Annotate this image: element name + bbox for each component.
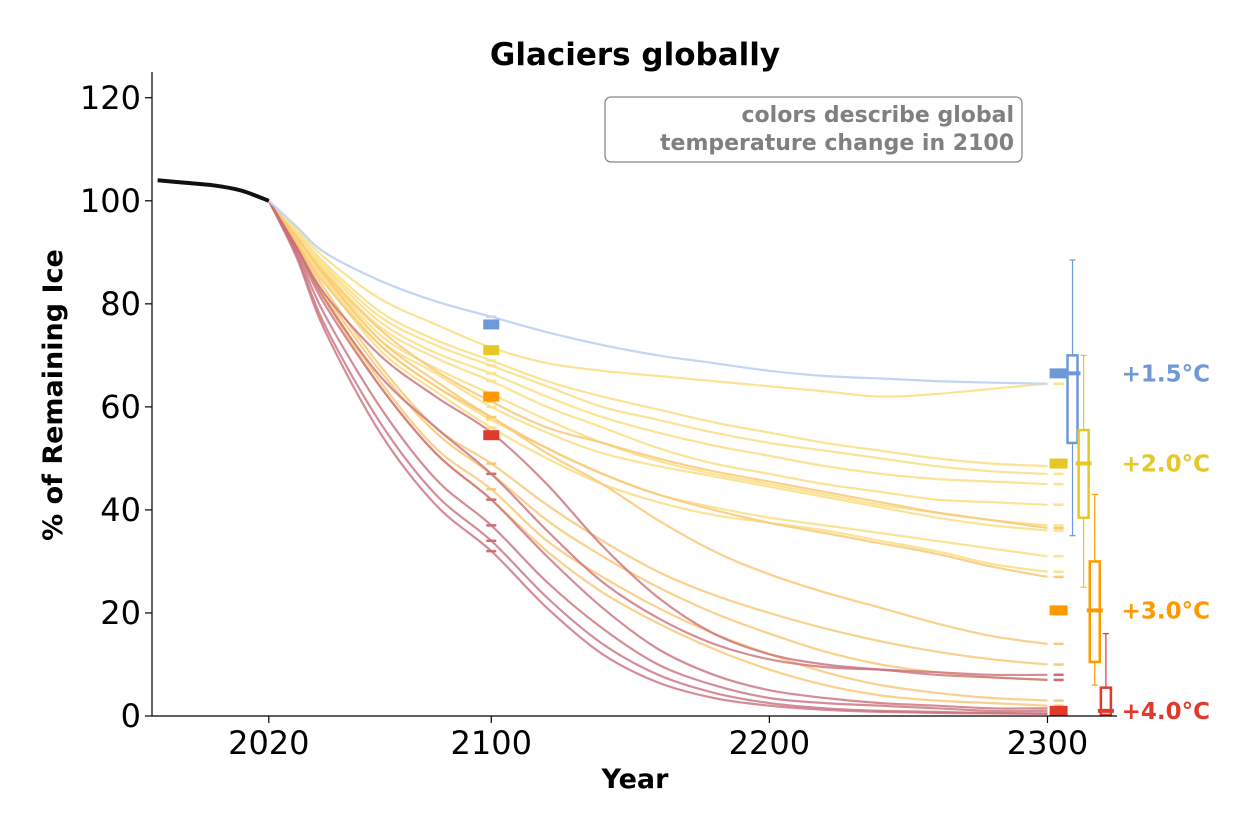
series-line-yellow-7 [267,200,1048,532]
series-line-red-20 [267,200,1048,713]
boxplot-blue [1064,259,1081,537]
series-line-red-19 [267,200,1048,710]
y-tick-label-120: 120 [80,79,141,117]
x-axis-label: Year [601,764,670,795]
temp-label-blue: +1.5°C [1122,361,1210,387]
series-line-yellow-3 [267,200,1048,475]
y-tick-label-80: 80 [100,285,141,323]
temp-label-red: +4.0°C [1122,699,1210,725]
annotation-frame [604,96,1023,163]
box-red [1099,686,1113,717]
series-line-orange-15 [267,200,1048,702]
historical-line [157,178,270,203]
series-line-orange-12 [267,200,1048,645]
series-line-blue-0 [268,199,1048,385]
annotation-line-2: temperature change in 2100 [660,131,1014,156]
boxplot-group [1064,259,1114,717]
median-marker-2300-yellow [1049,458,1068,469]
series-line-orange-16 [267,200,1048,707]
axes [151,72,1117,717]
series-lines [157,178,1048,715]
temp-label-orange: +3.0°C [1122,598,1210,624]
x-tick-label-2300: 2300 [1007,724,1088,762]
y-axis-label: % of Remaining Ice [38,249,69,541]
box-blue [1066,354,1079,445]
series-line-yellow-1 [268,200,1048,398]
series-line-orange-14 [267,200,1048,681]
x-tick-label-2020: 2020 [228,724,309,762]
annotation-box: colors describe global temperature chang… [604,96,1023,163]
x-tick-label-2100: 2100 [451,724,532,762]
series-line-yellow-5 [267,200,1048,506]
median-marker-2100-red [483,430,500,441]
series-line-red-18 [267,200,1048,677]
x-tick-label-2200: 2200 [729,724,810,762]
median-marker-2100-blue [483,319,500,330]
marker-group [483,315,1068,716]
y-tick-label-100: 100 [80,182,141,220]
tick-group: 2020 2100 2200 2300 0 20 40 60 80 100 120 [80,79,1088,762]
boxplot-orange [1086,493,1103,686]
temp-label-yellow: +2.0°C [1122,452,1210,478]
series-line-yellow-2 [267,200,1048,468]
chart-title: Glaciers globally [490,37,780,73]
median-marker-2300-orange [1049,605,1068,616]
median-marker-2300-red [1049,705,1068,716]
y-tick-label-40: 40 [100,491,141,529]
box-yellow [1077,428,1090,519]
boxplot-red [1097,632,1114,717]
median-marker-2100-yellow [483,345,500,356]
series-line-orange-11 [267,200,1048,578]
y-tick-label-0: 0 [121,697,141,735]
y-tick-label-20: 20 [100,594,141,632]
series-line-yellow-6 [267,200,1048,527]
annotation-line-1: colors describe global [742,103,1014,128]
boxplot-yellow [1075,354,1092,588]
series-line-yellow-4 [267,200,1048,486]
series-line-orange-10 [267,200,1048,530]
temperature-labels: +1.5°C +2.0°C +3.0°C +4.0°C [1122,361,1210,724]
median-marker-2300-blue [1049,368,1068,379]
series-line-red-22 [267,200,1048,715]
median-marker-2100-orange [483,391,500,402]
y-tick-label-60: 60 [100,388,141,426]
